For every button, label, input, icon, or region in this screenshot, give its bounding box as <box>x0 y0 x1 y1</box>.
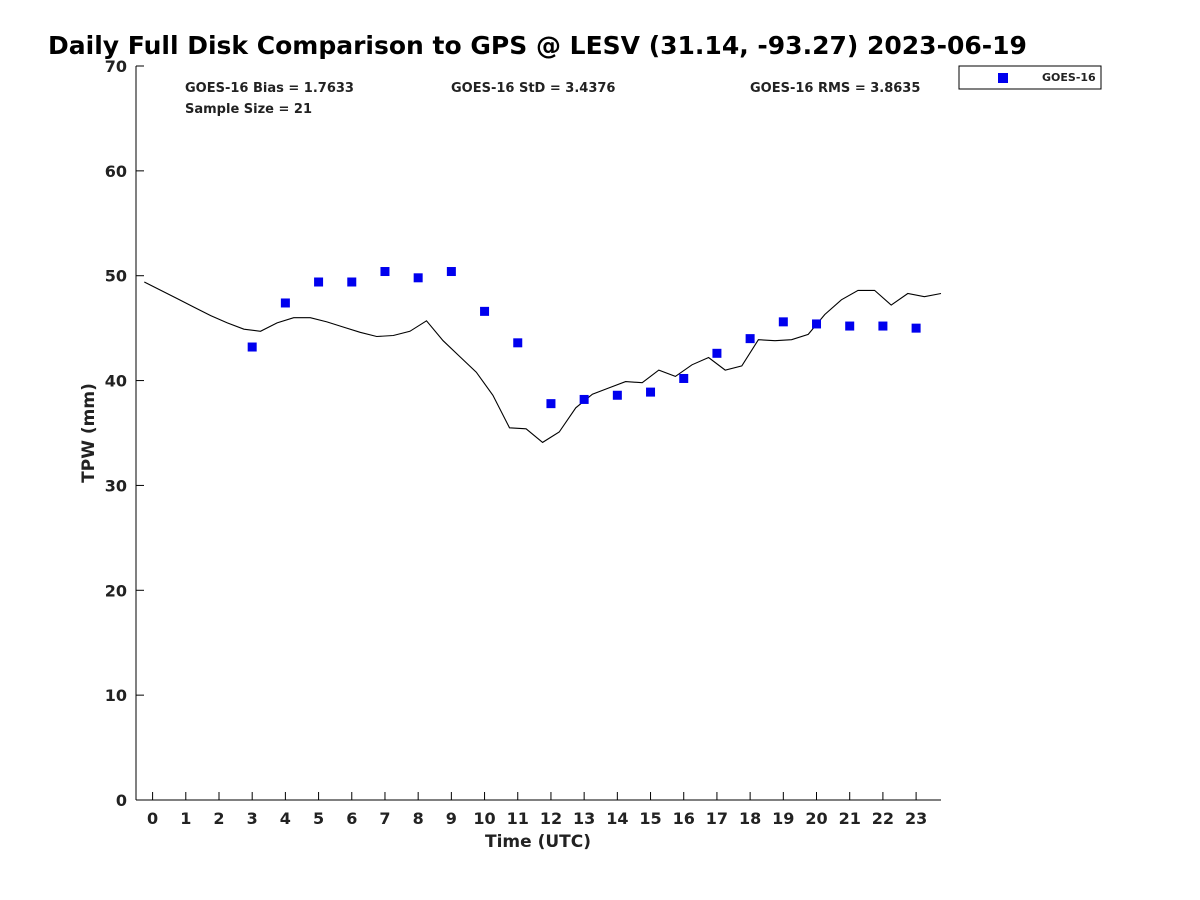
y-tick-label: 20 <box>105 581 127 600</box>
x-tick-label: 18 <box>739 809 761 828</box>
goes16-point <box>911 323 921 333</box>
x-tick-label: 17 <box>706 809 728 828</box>
line-series <box>144 281 942 444</box>
x-tick-label: 16 <box>673 809 695 828</box>
x-tick-label: 9 <box>446 809 457 828</box>
y-ticks: 0 10 20 30 40 50 60 70 <box>105 57 144 810</box>
x-tick-label: 7 <box>379 809 390 828</box>
goes16-point <box>513 338 523 348</box>
goes16-point <box>778 317 788 327</box>
x-tick-label: 10 <box>473 809 495 828</box>
chart-title: Daily Full Disk Comparison to GPS @ LESV… <box>48 31 1027 60</box>
x-tick-label: 3 <box>247 809 258 828</box>
legend-label-goes16: GOES-16 <box>1042 71 1096 84</box>
goes16-point <box>878 321 888 331</box>
stat-bias: GOES-16 Bias = 1.7633 <box>185 81 354 96</box>
x-tick-label: 19 <box>772 809 794 828</box>
x-tick-label: 1 <box>180 809 191 828</box>
point-series <box>247 267 921 409</box>
y-tick-label: 60 <box>105 162 127 181</box>
goes16-point <box>446 267 456 277</box>
y-tick-label: 50 <box>105 267 127 286</box>
goes16-point <box>845 321 855 331</box>
goes16-point <box>712 348 722 358</box>
goes16-point <box>314 277 324 287</box>
x-tick-label: 0 <box>147 809 158 828</box>
goes16-point <box>413 273 423 283</box>
legend-marker-goes16 <box>998 73 1008 83</box>
x-axis-label: Time (UTC) <box>485 832 591 852</box>
x-tick-label: 12 <box>540 809 562 828</box>
y-tick-label: 0 <box>116 791 127 810</box>
goes16-point <box>579 394 589 404</box>
goes16-point <box>745 334 755 344</box>
x-tick-label: 6 <box>346 809 357 828</box>
x-tick-label: 8 <box>413 809 424 828</box>
gps-line <box>144 281 942 444</box>
x-tick-label: 2 <box>213 809 224 828</box>
x-tick-label: 4 <box>280 809 291 828</box>
legend-box <box>958 65 1102 90</box>
goes16-point <box>247 342 257 352</box>
legend: GOES-16 <box>958 65 1102 90</box>
stats-annotations: GOES-16 Bias = 1.7633 GOES-16 StD = 3.43… <box>185 81 920 117</box>
goes16-point <box>812 319 822 329</box>
y-tick-label: 40 <box>105 372 127 391</box>
goes16-point <box>612 390 622 400</box>
y-tick-label: 30 <box>105 476 127 495</box>
stat-sample-size: Sample Size = 21 <box>185 102 312 117</box>
goes16-point <box>480 306 490 316</box>
goes16-point <box>280 298 290 308</box>
x-tick-label: 11 <box>507 809 529 828</box>
goes16-point <box>546 399 556 409</box>
x-ticks: 0 1 2 3 4 5 6 7 8 9 10 11 12 13 14 15 16 17 18 19 20 21 22 23 <box>147 792 927 828</box>
y-tick-label: 70 <box>105 57 127 76</box>
goes16-point <box>347 277 357 287</box>
x-tick-label: 15 <box>639 809 661 828</box>
x-tick-label: 23 <box>905 809 927 828</box>
y-tick-label: 10 <box>105 686 127 705</box>
x-tick-label: 14 <box>606 809 628 828</box>
goes16-point <box>646 387 656 397</box>
x-tick-label: 5 <box>313 809 324 828</box>
x-tick-label: 13 <box>573 809 595 828</box>
stat-rms: GOES-16 RMS = 3.8635 <box>750 81 920 96</box>
goes16-point <box>380 267 390 277</box>
goes16-point <box>679 373 689 383</box>
x-tick-label: 21 <box>839 809 861 828</box>
y-axis-label: TPW (mm) <box>79 383 99 483</box>
stat-std: GOES-16 StD = 3.4376 <box>451 81 615 96</box>
x-tick-label: 20 <box>805 809 827 828</box>
x-tick-label: 22 <box>872 809 894 828</box>
